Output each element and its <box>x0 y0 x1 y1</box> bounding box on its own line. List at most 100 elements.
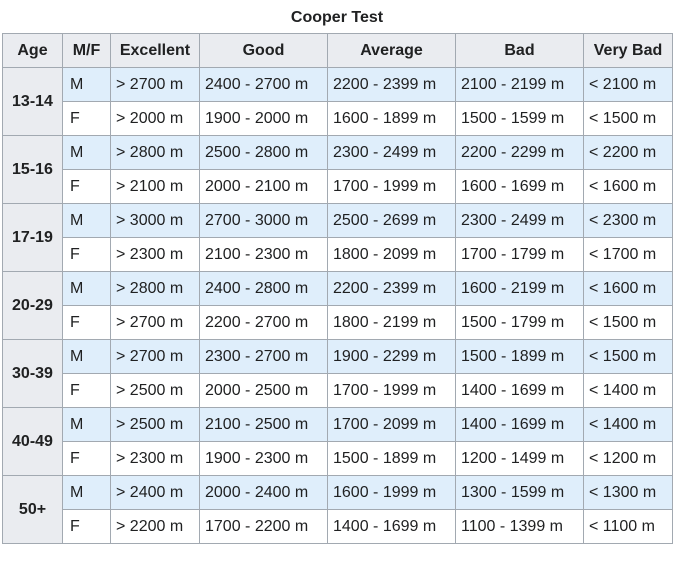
very-bad-cell: < 2300 m <box>583 203 673 238</box>
table-caption: Cooper Test <box>290 9 384 26</box>
table-row: F > 2100 m 2000 - 2100 m 1700 - 1999 m 1… <box>3 169 673 204</box>
table-row: F > 2300 m 2100 - 2300 m 1800 - 2099 m 1… <box>3 237 673 272</box>
very-bad-cell: < 1400 m <box>583 407 673 442</box>
good-cell: 2000 - 2500 m <box>199 373 328 408</box>
excellent-cell: > 2700 m <box>110 67 200 102</box>
good-cell: 2700 - 3000 m <box>199 203 328 238</box>
column-header-average: Average <box>327 33 456 68</box>
bad-cell: 1700 - 1799 m <box>455 237 584 272</box>
good-cell: 1900 - 2300 m <box>199 441 328 476</box>
very-bad-cell: < 2200 m <box>583 135 673 170</box>
average-cell: 1600 - 1899 m <box>327 101 456 136</box>
age-group-cell: 30-39 <box>2 339 63 408</box>
sex-cell: M <box>62 407 111 442</box>
very-bad-cell: < 1300 m <box>583 475 673 510</box>
good-cell: 2100 - 2300 m <box>199 237 328 272</box>
average-cell: 1700 - 1999 m <box>327 373 456 408</box>
average-cell: 1700 - 2099 m <box>327 407 456 442</box>
excellent-cell: > 2800 m <box>110 271 200 306</box>
sex-cell: M <box>62 339 111 374</box>
table-row: 30-39 M > 2700 m 2300 - 2700 m 1900 - 22… <box>2 339 673 408</box>
sex-cell: F <box>62 237 111 272</box>
average-cell: 1600 - 1999 m <box>327 475 456 510</box>
age-group-cell: 17-19 <box>2 203 63 272</box>
excellent-cell: > 2500 m <box>110 407 200 442</box>
bad-cell: 1600 - 2199 m <box>455 271 584 306</box>
excellent-cell: > 2400 m <box>110 475 200 510</box>
very-bad-cell: < 2100 m <box>583 67 673 102</box>
table-row: 15-16 M > 2800 m 2500 - 2800 m 2300 - 24… <box>2 135 673 204</box>
table-row: 40-49 M > 2500 m 2100 - 2500 m 1700 - 20… <box>2 407 673 476</box>
excellent-cell: > 3000 m <box>110 203 200 238</box>
bad-cell: 1200 - 1499 m <box>455 441 584 476</box>
bad-cell: 1500 - 1899 m <box>455 339 584 374</box>
column-header-good: Good <box>199 33 328 68</box>
bad-cell: 2100 - 2199 m <box>455 67 584 102</box>
good-cell: 2000 - 2100 m <box>199 169 328 204</box>
excellent-cell: > 2300 m <box>110 237 200 272</box>
age-group-cell: 50+ <box>2 475 63 544</box>
table-row: F > 2300 m 1900 - 2300 m 1500 - 1899 m 1… <box>3 441 673 476</box>
good-cell: 2400 - 2700 m <box>199 67 328 102</box>
column-header-excellent: Excellent <box>110 33 200 68</box>
column-header-age: Age <box>2 33 63 68</box>
sex-cell: F <box>62 373 111 408</box>
very-bad-cell: < 1700 m <box>583 237 673 272</box>
column-header-bad: Bad <box>455 33 584 68</box>
excellent-cell: > 2100 m <box>110 169 200 204</box>
average-cell: 1800 - 2199 m <box>327 305 456 340</box>
bad-cell: 1100 - 1399 m <box>455 509 584 544</box>
good-cell: 2200 - 2700 m <box>199 305 328 340</box>
very-bad-cell: < 1100 m <box>583 509 673 544</box>
bad-cell: 1400 - 1699 m <box>455 373 584 408</box>
sex-cell: F <box>62 441 111 476</box>
age-group-cell: 15-16 <box>2 135 63 204</box>
average-cell: 1400 - 1699 m <box>327 509 456 544</box>
bad-cell: 2200 - 2299 m <box>455 135 584 170</box>
sex-cell: M <box>62 203 111 238</box>
very-bad-cell: < 1600 m <box>583 271 673 306</box>
column-header-very-bad: Very Bad <box>583 33 673 68</box>
table-row: 17-19 M > 3000 m 2700 - 3000 m 2500 - 26… <box>2 203 673 272</box>
table-row: F > 2000 m 1900 - 2000 m 1600 - 1899 m 1… <box>3 101 673 136</box>
table-row: F > 2700 m 2200 - 2700 m 1800 - 2199 m 1… <box>3 305 673 340</box>
average-cell: 2500 - 2699 m <box>327 203 456 238</box>
excellent-cell: > 2500 m <box>110 373 200 408</box>
excellent-cell: > 2000 m <box>110 101 200 136</box>
sex-cell: M <box>62 135 111 170</box>
header-row: Age M/F Excellent Good Average Bad Very … <box>2 33 673 68</box>
average-cell: 1900 - 2299 m <box>327 339 456 374</box>
very-bad-cell: < 1500 m <box>583 101 673 136</box>
average-cell: 1500 - 1899 m <box>327 441 456 476</box>
good-cell: 2100 - 2500 m <box>199 407 328 442</box>
bad-cell: 1500 - 1799 m <box>455 305 584 340</box>
sex-cell: M <box>62 475 111 510</box>
column-header-sex: M/F <box>62 33 111 68</box>
table-row: 13-14 M > 2700 m 2400 - 2700 m 2200 - 23… <box>2 67 673 136</box>
sex-cell: F <box>62 305 111 340</box>
average-cell: 1800 - 2099 m <box>327 237 456 272</box>
average-cell: 2200 - 2399 m <box>327 67 456 102</box>
cooper-test-table: Age M/F Excellent Good Average Bad Very … <box>2 33 673 544</box>
excellent-cell: > 2700 m <box>110 339 200 374</box>
age-group-cell: 20-29 <box>2 271 63 340</box>
sex-cell: M <box>62 67 111 102</box>
excellent-cell: > 2300 m <box>110 441 200 476</box>
bad-cell: 2300 - 2499 m <box>455 203 584 238</box>
bad-cell: 1400 - 1699 m <box>455 407 584 442</box>
excellent-cell: > 2800 m <box>110 135 200 170</box>
excellent-cell: > 2700 m <box>110 305 200 340</box>
bad-cell: 1600 - 1699 m <box>455 169 584 204</box>
excellent-cell: > 2200 m <box>110 509 200 544</box>
very-bad-cell: < 1500 m <box>583 339 673 374</box>
table-row: F > 2500 m 2000 - 2500 m 1700 - 1999 m 1… <box>3 373 673 408</box>
very-bad-cell: < 1400 m <box>583 373 673 408</box>
age-group-cell: 40-49 <box>2 407 63 476</box>
age-group-cell: 13-14 <box>2 67 63 136</box>
average-cell: 1700 - 1999 m <box>327 169 456 204</box>
very-bad-cell: < 1200 m <box>583 441 673 476</box>
good-cell: 2500 - 2800 m <box>199 135 328 170</box>
table-row: 50+ M > 2400 m 2000 - 2400 m 1600 - 1999… <box>2 475 673 544</box>
good-cell: 2400 - 2800 m <box>199 271 328 306</box>
